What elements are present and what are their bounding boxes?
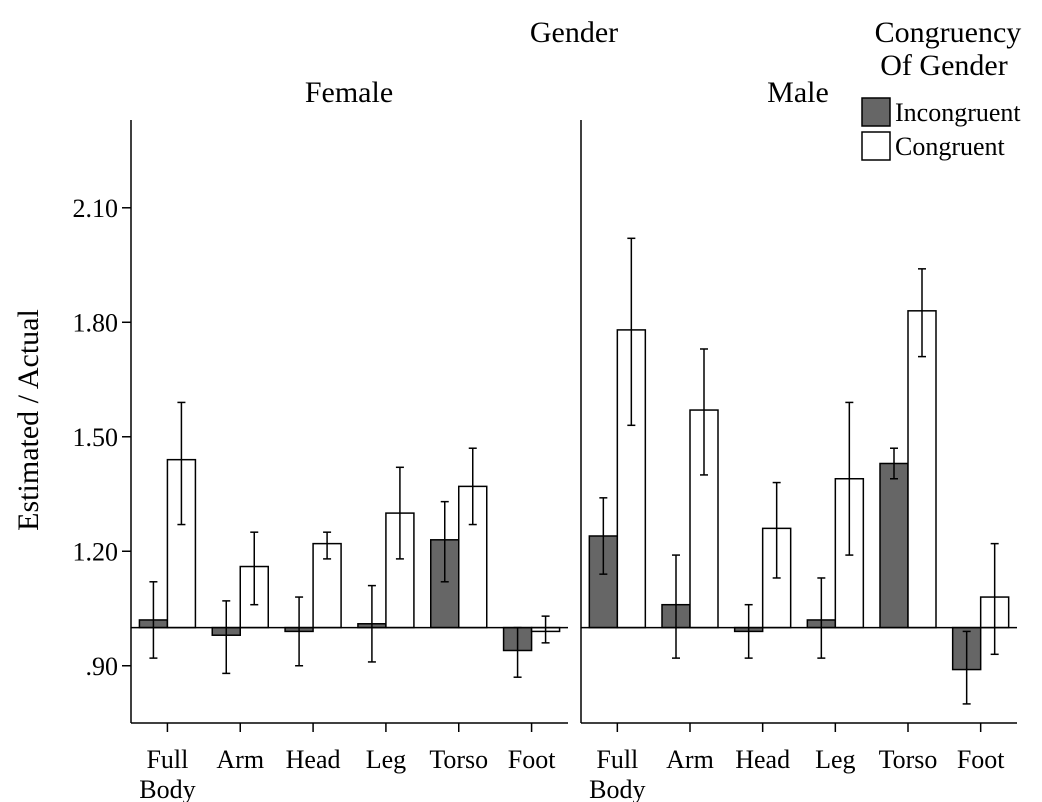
legend-title-line-1: Congruency [875,16,1022,49]
panel-title-female: Female [305,76,393,109]
y-tick-label: 1.80 [73,308,119,337]
legend-title-line-2: Of Gender [880,49,1007,82]
x-tick-label: Body [589,775,645,802]
y-tick-label: .90 [86,652,119,681]
x-tick-label: Torso [879,745,938,774]
x-tick-label: Leg [366,745,406,774]
x-tick-label: Full [596,745,638,774]
x-tick-label: Leg [815,745,855,774]
x-tick-label: Head [735,745,790,774]
y-axis-label: Estimated / Actual [12,309,45,531]
y-tick-label: 1.20 [73,537,119,566]
x-tick-label: Arm [666,745,714,774]
legend-swatch-congruent [861,131,891,161]
bar [879,462,909,629]
panel-title-male: Male [767,76,829,109]
x-tick-label: Full [146,745,188,774]
x-tick-label: Torso [429,745,488,774]
x-tick-label: Arm [216,745,264,774]
legend-label-congruent: Congruent [895,132,1006,161]
x-tick-label: Body [139,775,195,802]
y-tick-label: 2.10 [73,194,119,223]
chart-title: Gender [530,16,618,49]
legend: Congruency Of Gender Incongruent Congrue… [861,16,1022,161]
x-tick-label: Head [286,745,341,774]
legend-label-incongruent: Incongruent [895,98,1021,127]
x-tick-label: Foot [508,745,556,774]
y-tick-label: 1.50 [73,423,119,452]
x-tick-label: Foot [957,745,1005,774]
legend-swatch-incongruent [861,97,891,127]
bar [907,310,937,629]
